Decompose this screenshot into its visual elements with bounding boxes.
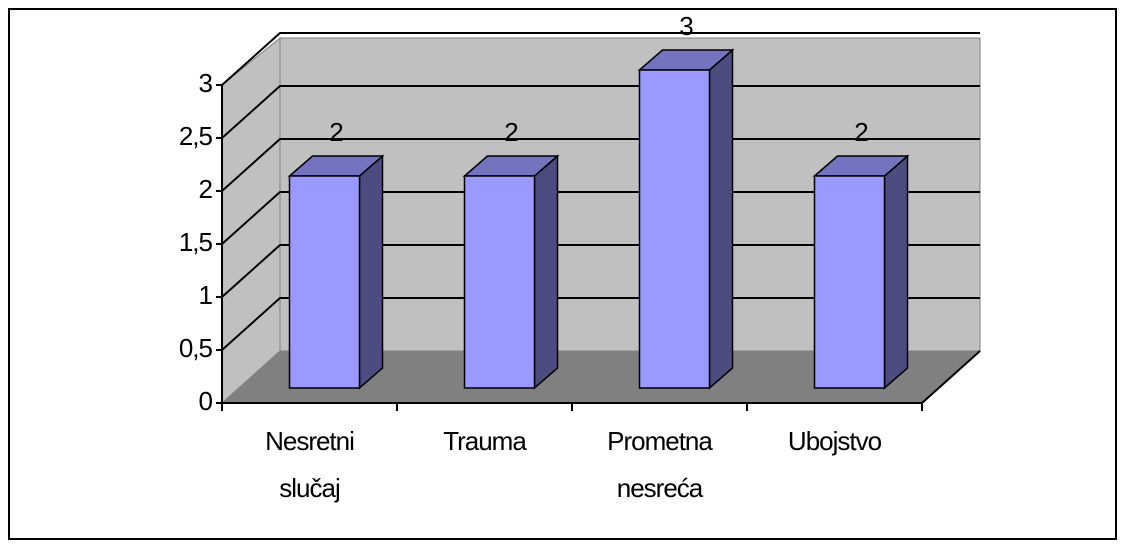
bar	[463, 175, 536, 389]
floor-edge	[921, 350, 981, 404]
y-tick-label: 0,5	[179, 333, 213, 363]
y-tick-label: 0	[199, 386, 213, 416]
value-label: 3	[679, 11, 693, 41]
grid-line	[221, 138, 980, 192]
floor	[222, 351, 980, 403]
grid-line	[221, 191, 980, 245]
y-tick-label: 1	[199, 280, 213, 310]
grid-line	[221, 244, 980, 298]
y-tick-label: 3	[199, 68, 213, 98]
x-tick-label: Prometna nesreća	[607, 426, 713, 503]
value-label: 2	[854, 117, 868, 147]
x-tick-label: Trauma	[443, 426, 527, 456]
value-label: 2	[329, 117, 343, 147]
bars	[287, 48, 910, 390]
x-tick-label: Nesretni slučaj	[265, 426, 354, 503]
grid-line	[221, 85, 980, 139]
bar	[638, 69, 711, 389]
grid-line	[221, 297, 980, 351]
y-tick-label: 1,5	[179, 227, 213, 257]
grid-line	[221, 32, 980, 86]
grid	[216, 32, 980, 411]
bar-side	[708, 48, 734, 390]
bar-side	[883, 154, 909, 390]
bar	[288, 175, 361, 389]
bar-side	[533, 154, 559, 390]
y-tick-label: 2,5	[179, 121, 213, 151]
y-tick-label: 2	[199, 174, 213, 204]
bar-side	[358, 154, 384, 390]
bar	[813, 175, 886, 389]
value-label: 2	[504, 117, 518, 147]
x-tick-label: Ubojstvo	[788, 426, 882, 456]
